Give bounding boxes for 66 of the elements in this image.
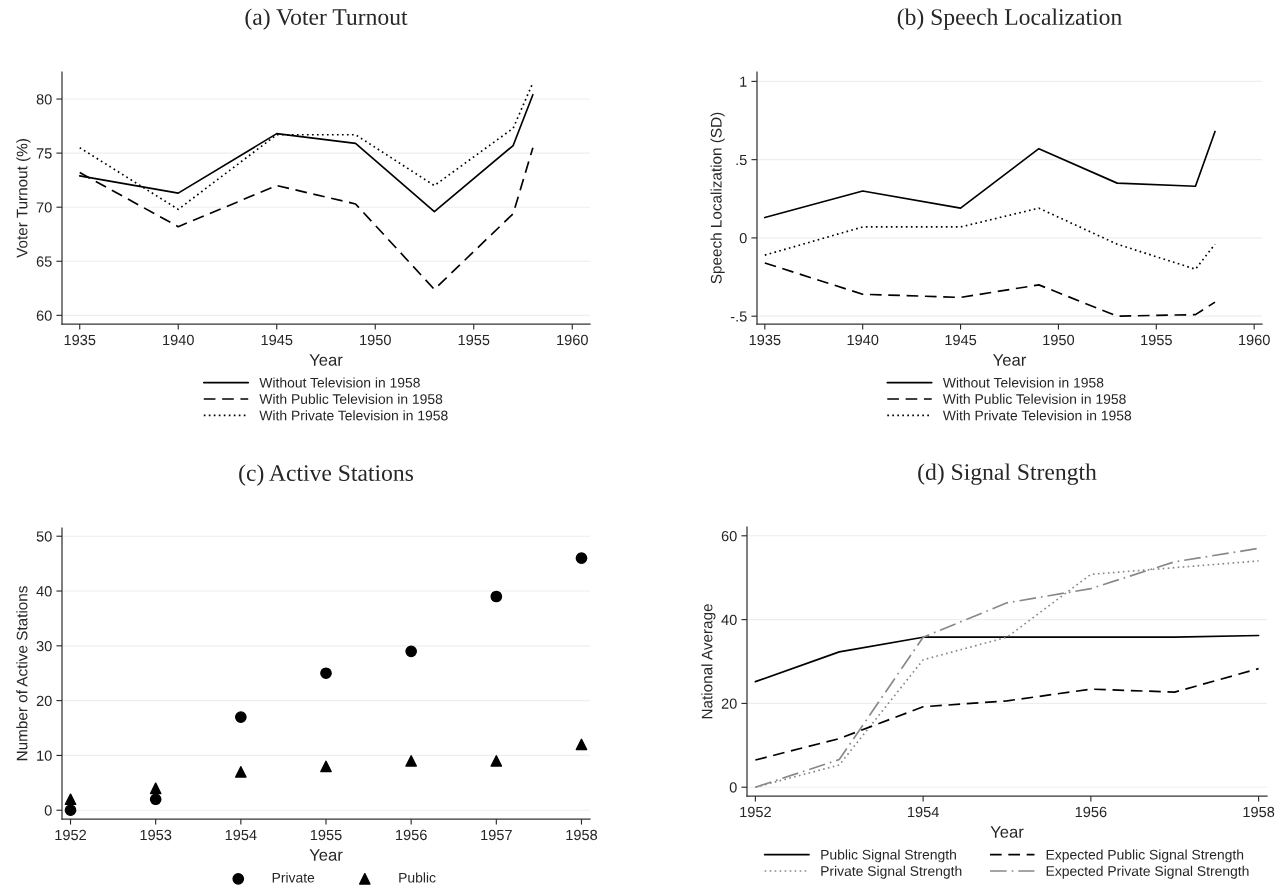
x-tick-label: 1950 <box>360 334 391 346</box>
legend-label: Public Signal Strength <box>821 849 956 863</box>
x-axis-title: Year <box>309 849 343 861</box>
y-tick-label: 0 <box>729 782 737 793</box>
x-tick-label: 1957 <box>481 829 512 841</box>
y-axis-title: National Average <box>701 604 716 719</box>
x-tick-label: 1958 <box>1243 806 1275 818</box>
y-tick-label: 80 <box>36 94 52 105</box>
legend-label: With Public Television in 1958 <box>942 393 1126 405</box>
x-axis-title: Year <box>993 354 1027 366</box>
x-tick-label: 1935 <box>64 334 96 346</box>
x-tick-label: 1954 <box>908 806 939 818</box>
x-axis-title: Year <box>309 354 343 366</box>
x-tick-label: 1945 <box>945 334 977 346</box>
y-tick-label: 75 <box>36 148 52 159</box>
legend-label: Without Television in 1958 <box>259 377 420 388</box>
x-tick-label: 1956 <box>396 829 427 841</box>
x-axis-title: Year <box>990 826 1024 838</box>
y-tick-label: 40 <box>721 614 737 626</box>
x-tick-label: 1950 <box>1043 334 1075 346</box>
legend-label: Private Signal Strength <box>821 865 962 879</box>
y-axis-title: Voter Turnout (%) <box>16 139 31 258</box>
legend-label: With Private Television in 1958 <box>259 410 448 421</box>
x-tick-label: 1952 <box>740 806 771 818</box>
x-tick-label: 1960 <box>557 334 588 346</box>
legend-label: With Private Television in 1958 <box>942 410 1132 421</box>
x-tick-label: 1945 <box>261 334 293 346</box>
x-tick-label: 1956 <box>1075 806 1107 818</box>
legend-label: Expected Public Signal Strength <box>1046 849 1244 863</box>
x-tick-label: 1940 <box>163 334 194 346</box>
x-tick-label: 1958 <box>566 829 598 841</box>
x-tick-label: 1935 <box>749 334 781 346</box>
legend-label: Without Television in 1958 <box>942 377 1104 388</box>
chart-title: (b) Speech Localization <box>897 8 1122 30</box>
legend-label: Public <box>399 872 436 883</box>
y-tick-label: 30 <box>36 640 52 652</box>
y-tick-label: 50 <box>36 531 52 542</box>
chart-title: (d) Signal Strength <box>918 463 1097 485</box>
x-tick-label: 1960 <box>1239 334 1270 346</box>
x-tick-label: 1955 <box>310 829 342 841</box>
x-tick-label: 1955 <box>458 334 490 346</box>
x-tick-label: 1940 <box>847 334 879 346</box>
y-tick-label: 0 <box>44 805 52 816</box>
y-axis-title: Speech Localization (SD) <box>710 112 725 284</box>
y-tick-label: 0 <box>739 233 747 244</box>
x-tick-label: 1954 <box>225 829 257 841</box>
y-tick-label: 10 <box>37 750 52 761</box>
y-axis-title: Number of Active Stations <box>16 586 28 761</box>
y-tick-label: 20 <box>721 698 737 709</box>
y-tick-label: 1 <box>740 76 747 87</box>
y-tick-label: 40 <box>36 586 52 597</box>
y-tick-label: -.5 <box>730 311 747 322</box>
y-tick-label: 20 <box>36 695 52 707</box>
y-tick-label: 70 <box>36 202 52 213</box>
x-tick-label: 1952 <box>55 829 87 841</box>
y-tick-label: .5 <box>736 154 747 166</box>
y-tick-label: 65 <box>36 256 52 267</box>
y-tick-label: 60 <box>721 530 737 542</box>
legend-label: With Public Television in 1958 <box>259 393 443 405</box>
x-tick-label: 1953 <box>140 829 172 841</box>
y-tick-label: 60 <box>36 310 52 321</box>
chart-title: (a) Voter Turnout <box>245 8 408 30</box>
chart-title: (c) Active Stations <box>239 464 414 486</box>
legend-label: Expected Private Signal Strength <box>1046 865 1249 879</box>
x-tick-label: 1955 <box>1141 334 1172 346</box>
legend-label: Private <box>272 872 315 883</box>
